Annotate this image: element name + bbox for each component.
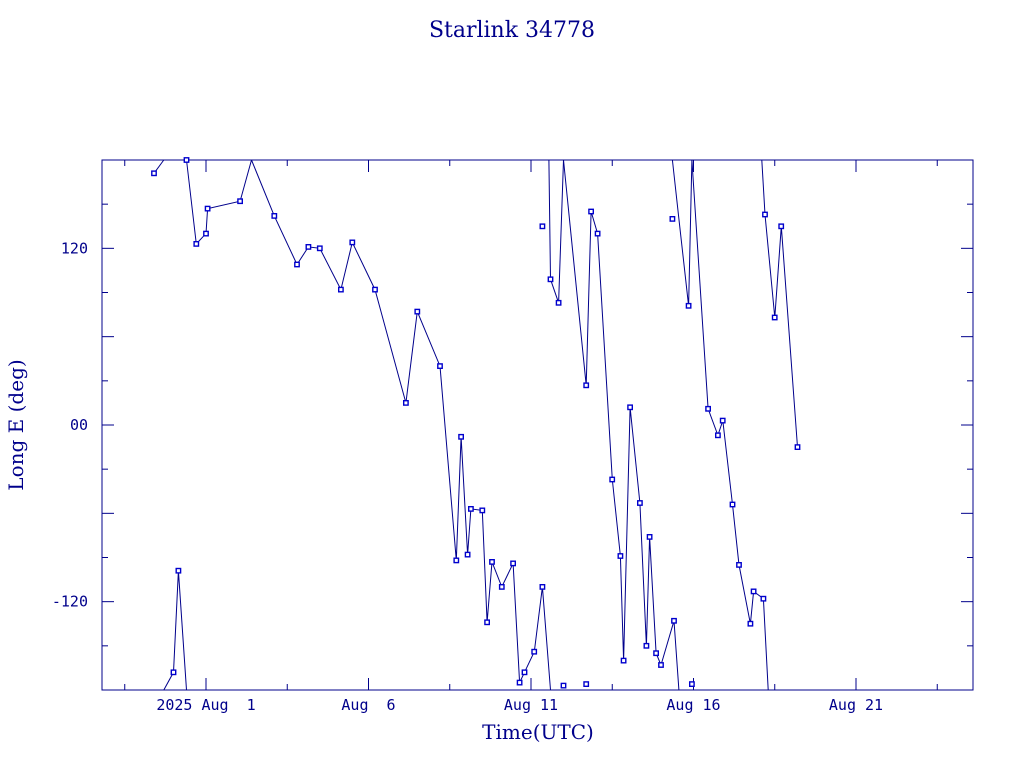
data-point xyxy=(653,650,660,657)
series-line-segment xyxy=(671,159,693,306)
series-line-segment xyxy=(186,159,252,246)
y-tick-label: 00 xyxy=(70,416,88,434)
data-point xyxy=(316,245,323,252)
data-point xyxy=(531,648,538,655)
data-point xyxy=(609,476,616,483)
x-tick-label: Aug 21 xyxy=(829,696,883,714)
data-point xyxy=(705,405,712,412)
y-axis-label: Long E (deg) xyxy=(4,359,28,490)
data-point xyxy=(539,223,546,230)
data-point xyxy=(489,559,495,565)
data-point xyxy=(539,584,546,590)
data-point xyxy=(464,551,471,558)
data-point xyxy=(521,669,528,676)
data-point xyxy=(547,276,554,283)
data-point xyxy=(617,553,624,559)
data-point xyxy=(643,642,650,649)
data-point xyxy=(715,432,721,439)
data-point xyxy=(658,662,664,668)
series-line-segment xyxy=(691,159,769,691)
data-point xyxy=(778,223,785,230)
data-point xyxy=(510,560,516,567)
data-point xyxy=(437,363,443,369)
y-tick-label: 120 xyxy=(61,239,88,257)
data-point xyxy=(271,212,278,219)
series-line-segment xyxy=(761,159,798,448)
data-point xyxy=(498,584,505,590)
data-point xyxy=(594,230,601,237)
x-axis-label: Time(UTC) xyxy=(482,720,594,744)
data-point xyxy=(516,679,523,686)
x-tick-label: Aug 16 xyxy=(666,696,720,714)
series-line-segment xyxy=(163,570,187,691)
x-tick-label: 2025 Aug 1 xyxy=(156,696,255,714)
data-point xyxy=(372,286,378,293)
data-point xyxy=(747,620,754,627)
x-tick-label: Aug 6 xyxy=(341,696,395,714)
data-point xyxy=(583,382,590,389)
series-line-segment xyxy=(251,159,551,691)
data-point xyxy=(403,400,409,406)
data-point xyxy=(468,506,474,512)
axis-ticks xyxy=(102,160,973,690)
data-point xyxy=(646,534,653,540)
data-point xyxy=(689,681,695,688)
data-point xyxy=(294,261,300,268)
data-point xyxy=(762,211,768,218)
data-point xyxy=(760,595,767,602)
data-point xyxy=(175,567,182,574)
data-point xyxy=(414,308,421,315)
data-point xyxy=(151,170,157,177)
data-point xyxy=(305,243,312,250)
y-tick-label: -120 xyxy=(52,593,88,611)
data-point xyxy=(771,314,778,321)
data-point xyxy=(750,588,757,595)
data-point xyxy=(204,205,211,212)
tick-labels: 120 00 -120 2025 Aug 1 Aug 6 Aug 11 Aug 16 Aug … xyxy=(52,239,883,714)
data-point xyxy=(479,507,486,514)
series-line-segment xyxy=(563,159,680,691)
series-group xyxy=(151,157,801,691)
data-point xyxy=(719,417,726,424)
data-point xyxy=(237,198,243,205)
data-point xyxy=(620,657,627,664)
data-point xyxy=(170,669,177,676)
data-point xyxy=(583,681,590,688)
data-point xyxy=(203,230,209,237)
x-tick-label: Aug 11 xyxy=(504,696,558,714)
data-point xyxy=(183,157,190,163)
data-point xyxy=(794,444,801,450)
data-point xyxy=(729,501,736,508)
data-point xyxy=(560,682,567,689)
data-point xyxy=(627,404,634,411)
data-point xyxy=(588,208,595,215)
data-point xyxy=(555,299,562,306)
data-point xyxy=(338,286,344,293)
data-point xyxy=(193,240,200,247)
data-point xyxy=(671,617,677,624)
data-point xyxy=(736,562,742,568)
data-point xyxy=(637,500,643,506)
plot-frame xyxy=(101,159,974,691)
data-point xyxy=(669,215,676,222)
data-point xyxy=(685,302,692,309)
data-point xyxy=(484,619,490,626)
chart-title: Starlink 34778 xyxy=(429,18,595,43)
data-point xyxy=(453,557,460,564)
data-point xyxy=(349,239,356,246)
data-point xyxy=(458,433,464,440)
